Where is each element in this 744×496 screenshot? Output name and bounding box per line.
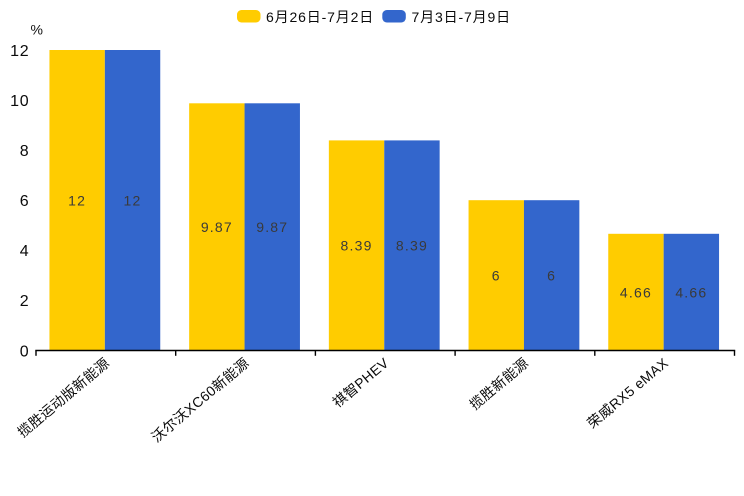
svg-text:4: 4: [20, 243, 30, 260]
svg-text:9.87: 9.87: [201, 219, 233, 235]
svg-text:6: 6: [547, 268, 556, 284]
svg-text:6: 6: [20, 193, 30, 210]
svg-text:8.39: 8.39: [396, 238, 428, 254]
svg-text:%: %: [31, 22, 43, 38]
svg-text:12: 12: [68, 192, 86, 208]
svg-text:10: 10: [10, 93, 29, 110]
svg-text:8: 8: [20, 143, 30, 160]
svg-text:12: 12: [124, 192, 142, 208]
svg-text:12: 12: [10, 43, 29, 60]
svg-text:6月26日-7月2日: 6月26日-7月2日: [266, 9, 374, 25]
svg-text:8.39: 8.39: [341, 238, 373, 254]
svg-text:7月3日-7月9日: 7月3日-7月9日: [412, 9, 511, 25]
svg-text:2: 2: [20, 293, 30, 310]
svg-text:0: 0: [20, 343, 30, 360]
svg-text:4.66: 4.66: [675, 284, 707, 300]
svg-text:6: 6: [492, 268, 501, 284]
svg-text:4.66: 4.66: [620, 284, 652, 300]
svg-text:9.87: 9.87: [256, 219, 288, 235]
